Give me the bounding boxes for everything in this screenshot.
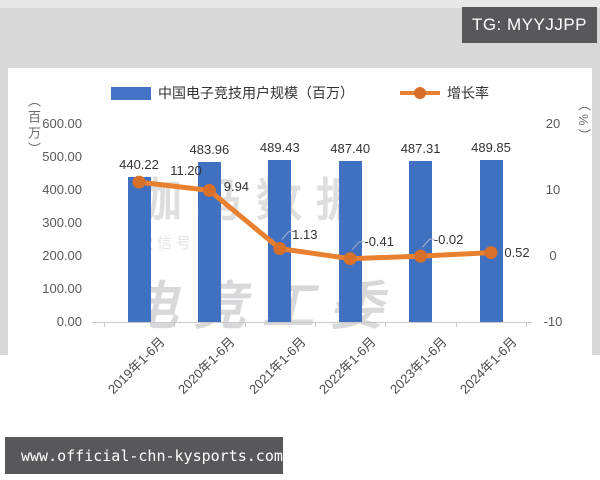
left-axis-tick-label: 400.00 xyxy=(42,182,82,197)
website-badge: www.official-chn-kysports.com xyxy=(5,437,283,474)
bar-value-label: 489.43 xyxy=(259,140,300,156)
growth-rate-line xyxy=(132,175,498,266)
bar-2021年1-6月 xyxy=(268,160,292,322)
x-axis-tick xyxy=(174,323,176,327)
watermark-primary: 伽马数据 xyxy=(136,174,376,226)
legend-item-bar-series: 中国电子竞技用户规模（百万） xyxy=(111,83,354,103)
x-axis-tick xyxy=(526,323,528,327)
bar-series-swatch-icon xyxy=(111,86,151,100)
bar-value-label: 487.40 xyxy=(330,141,371,157)
line-value-label: 9.94 xyxy=(223,179,250,195)
line-value-label: -0.41 xyxy=(364,233,394,249)
gray-frame-bottom xyxy=(0,0,600,8)
line-value-label: 1.13 xyxy=(292,226,318,242)
right-axis-title: （%） xyxy=(576,98,591,145)
bar-2022年1-6月 xyxy=(338,161,362,322)
left-axis-title: （百万） xyxy=(26,94,41,158)
left-axis-tick-label: 200.00 xyxy=(42,248,82,263)
bar-2023年1-6月 xyxy=(409,161,433,322)
bar-value-label: 483.96 xyxy=(189,142,230,158)
chart-card: 伽马数据 微信号 电竞工委 中国电子竞技用户规模（百万） 增长率 （百万） （%… xyxy=(8,68,592,410)
x-axis-tick xyxy=(315,323,316,327)
x-axis-tick xyxy=(103,323,105,327)
bar-2019年1-6月 xyxy=(127,176,151,322)
bar-value-label: 487.31 xyxy=(400,141,441,157)
line-value-label: 0.52 xyxy=(504,244,530,260)
x-axis-line xyxy=(92,322,532,323)
telegram-badge: TG: MYYJJPP xyxy=(462,7,597,43)
bar-2024年1-6月 xyxy=(479,160,503,322)
x-axis-tick xyxy=(385,323,387,327)
line-value-label: -0.02 xyxy=(433,232,464,248)
line-series-label: 增长率 xyxy=(447,85,489,101)
right-axis-tick-label: -10 xyxy=(543,314,563,329)
x-axis-tick xyxy=(244,323,246,327)
left-axis-tick-label: 600.00 xyxy=(42,116,82,131)
left-axis-tick-label: 500.00 xyxy=(42,149,82,164)
left-axis-tick-label: 300.00 xyxy=(42,215,82,230)
bar-2020年1-6月 xyxy=(197,162,221,322)
legend-item-line-series: 增长率 xyxy=(400,83,489,103)
right-axis-tick-label: 10 xyxy=(545,182,561,197)
x-axis-tick xyxy=(455,323,457,327)
chart-legend: 中国电子竞技用户规模（百万） 增长率 xyxy=(8,84,592,102)
left-axis-tick-label: 100.00 xyxy=(42,281,82,296)
right-axis-tick-label: 20 xyxy=(545,116,561,131)
bar-series-label: 中国电子竞技用户规模（百万） xyxy=(158,85,354,101)
watermark-secondary: 微信号 xyxy=(138,235,196,252)
line-series-swatch-icon xyxy=(400,86,440,100)
plot-area: 600.00 500.00 400.00 300.00 200.00 100.00 0.00… xyxy=(8,68,592,410)
right-axis-tick-label: 0 xyxy=(549,248,557,263)
bar-value-label: 440.22 xyxy=(119,156,159,172)
left-axis-tick-label: 0.00 xyxy=(56,314,82,329)
line-value-label: 11.20 xyxy=(170,163,202,179)
bar-value-label: 489.85 xyxy=(471,140,511,156)
